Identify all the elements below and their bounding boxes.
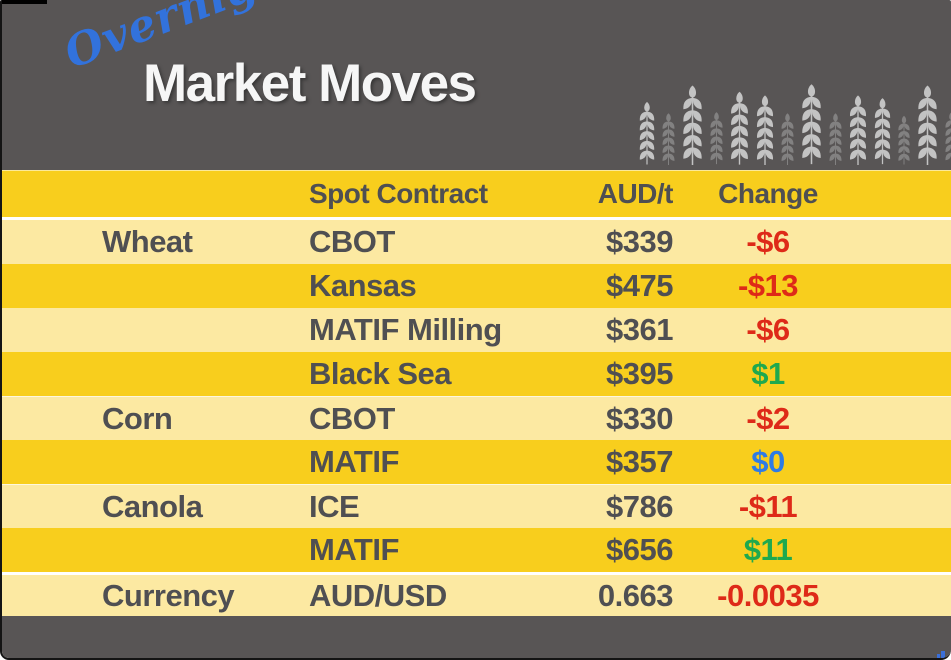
row-change: -$11: [738, 488, 798, 524]
wheat-ear-icon: [780, 113, 795, 165]
wheat-ear-icon: [661, 113, 676, 165]
header-band: Overnight Market Moves: [2, 0, 951, 170]
table-row-currency-audusd: Currency AUD/USD 0.663 -0.0035: [2, 572, 951, 616]
row-change: -$2: [746, 400, 790, 436]
row-change: $0: [751, 444, 785, 479]
row-price: $339: [606, 224, 673, 259]
row-contract: ICE: [309, 488, 360, 524]
row-change: -$6: [746, 312, 790, 347]
row-change: -$13: [737, 268, 799, 303]
header-change: Change: [718, 178, 818, 209]
wheat-ear-icon: [709, 111, 724, 165]
wheat-ear-icon: [897, 115, 911, 165]
wheat-ear-icon: [800, 83, 823, 165]
row-category: Canola: [102, 488, 203, 524]
row-contract: MATIF: [309, 444, 399, 479]
row-price: 0.663: [597, 577, 673, 613]
wheat-ear-icon: [638, 101, 656, 165]
row-contract: CBOT: [309, 224, 395, 259]
wheat-ear-icon: [755, 95, 775, 165]
row-price: $395: [606, 356, 673, 391]
row-change: -0.0035: [717, 577, 819, 613]
wheat-icons-row: [638, 83, 951, 165]
row-price: $361: [606, 312, 673, 347]
table-row-canola-matif: MATIF $656 $11: [2, 528, 951, 572]
row-price: $357: [606, 444, 673, 479]
corner-logo-mark: [937, 651, 945, 658]
wheat-ear-icon: [729, 91, 750, 165]
table-row-wheat-black-sea: Black Sea $395 $1: [2, 352, 951, 396]
footer-band: [2, 616, 951, 658]
wheat-ear-icon: [873, 97, 892, 165]
top-left-black-strip: [2, 0, 47, 4]
wheat-ear-icon: [681, 85, 704, 165]
row-change: -$6: [746, 224, 790, 259]
row-change: $11: [743, 532, 793, 567]
row-category: Corn: [102, 400, 173, 436]
wheat-ear-icon: [916, 85, 939, 165]
row-contract: AUD/USD: [309, 577, 447, 613]
page-title: Market Moves: [143, 54, 477, 113]
row-price: $656: [606, 532, 673, 567]
table-row-wheat-matif-milling: MATIF Milling $361 -$6: [2, 308, 951, 352]
row-category: Currency: [102, 577, 235, 613]
row-contract: MATIF Milling: [309, 312, 502, 347]
wheat-ear-icon: [848, 95, 868, 165]
row-change: $1: [751, 356, 785, 391]
row-contract: Kansas: [309, 268, 417, 303]
row-contract: CBOT: [309, 400, 395, 436]
row-price: $330: [606, 400, 673, 436]
table-row-wheat-cbot: Wheat CBOT $339 -$6: [2, 220, 951, 264]
table-row-corn-cbot: Corn CBOT $330 -$2: [2, 396, 951, 440]
wheat-ear-icon: [828, 113, 843, 165]
header-spot-contract: Spot Contract: [309, 178, 488, 209]
row-price: $475: [606, 268, 673, 303]
header-aud-t: AUD/t: [597, 178, 673, 209]
row-category: Wheat: [102, 224, 193, 259]
table-header-row: Spot Contract AUD/t Change: [2, 170, 951, 220]
row-price: $786: [606, 488, 673, 524]
table-row-canola-ice: Canola ICE $786 -$11: [2, 484, 951, 528]
row-contract: Black Sea: [309, 356, 452, 391]
wheat-ear-icon: [944, 111, 951, 165]
table-row-corn-matif: MATIF $357 $0: [2, 440, 951, 484]
table-row-wheat-kansas: Kansas $475 -$13: [2, 264, 951, 308]
row-contract: MATIF: [309, 532, 399, 567]
